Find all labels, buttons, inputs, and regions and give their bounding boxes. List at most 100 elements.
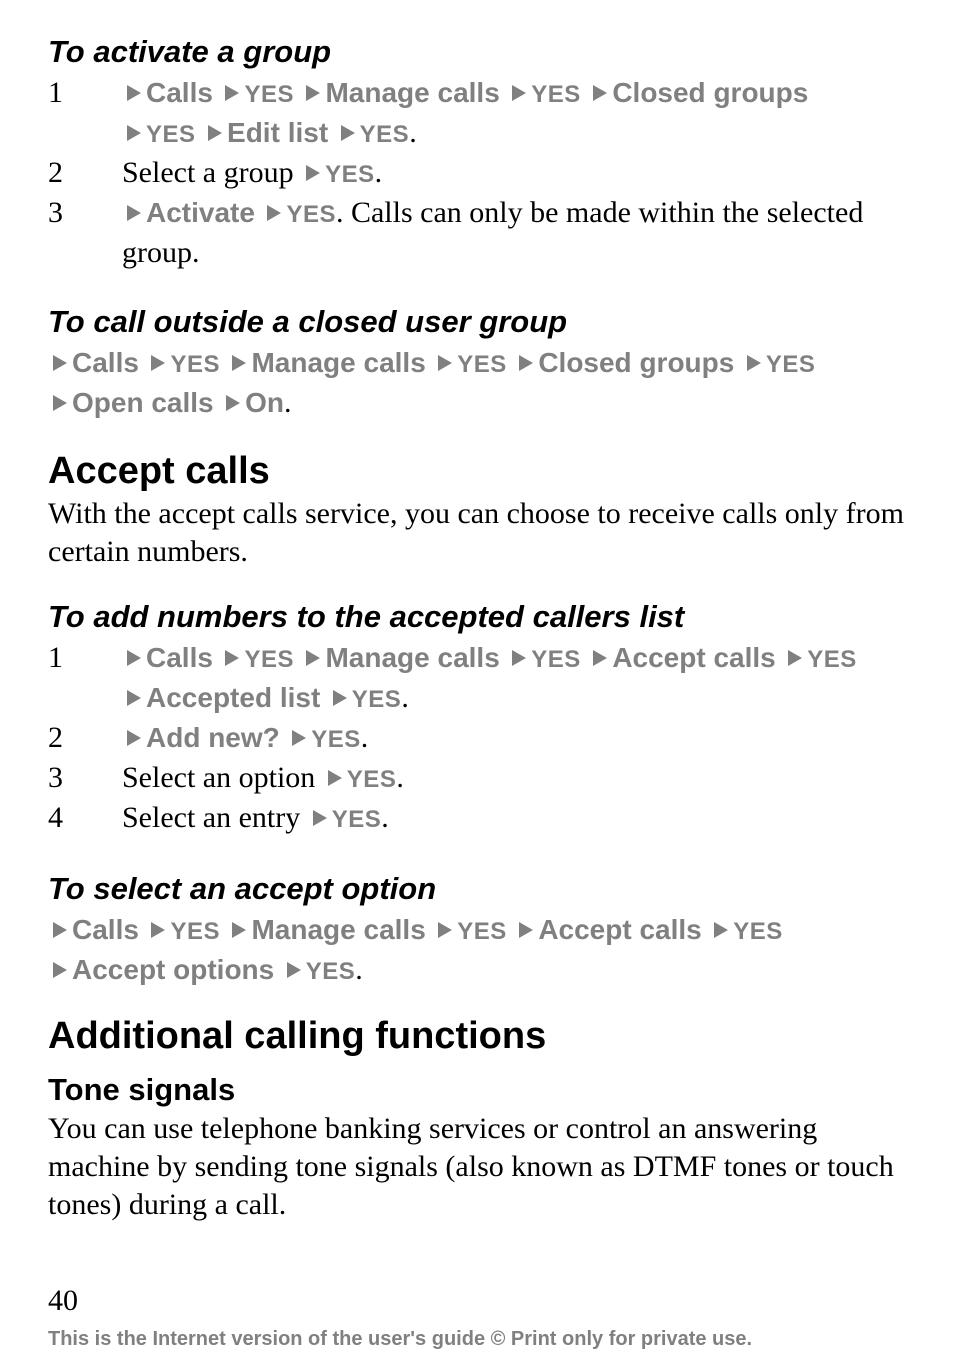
nav-label: Accept calls: [538, 914, 701, 945]
nav-yes: YES: [325, 161, 375, 188]
triangle-icon: [593, 650, 607, 666]
triangle-icon: [593, 85, 607, 101]
list-item: 4 Select an entry YES.: [48, 799, 914, 839]
heading-to-add-numbers: To add numbers to the accepted callers l…: [48, 599, 914, 635]
punct: .: [401, 681, 409, 714]
nav-yes: YES: [347, 766, 397, 793]
triangle-icon: [438, 355, 452, 371]
triangle-icon: [313, 810, 327, 826]
step-body: Add new? YES.: [122, 719, 914, 759]
triangle-icon: [512, 650, 526, 666]
nav-label: Calls: [72, 914, 139, 945]
nav-yes: YES: [352, 686, 402, 713]
nav-yes: YES: [531, 646, 581, 673]
triangle-icon: [151, 355, 165, 371]
nav-label: Calls: [146, 642, 213, 673]
punct: .: [355, 953, 363, 986]
triangle-icon: [53, 962, 67, 978]
punct: .: [375, 156, 383, 189]
nav-label: Closed groups: [612, 77, 808, 108]
nav-yes: YES: [766, 351, 816, 378]
punct: .: [284, 386, 292, 419]
triangle-icon: [306, 85, 320, 101]
step-number: 4: [48, 799, 122, 837]
triangle-icon: [287, 962, 301, 978]
activate-group-steps: 1 Calls YES Manage calls YES Closed grou…: [48, 74, 914, 272]
nav-yes: YES: [360, 121, 410, 148]
heading-tone-signals: Tone signals: [48, 1072, 914, 1108]
heading-to-select-accept-option: To select an accept option: [48, 871, 914, 907]
triangle-icon: [438, 922, 452, 938]
heading-accept-calls: Accept calls: [48, 450, 914, 493]
accept-calls-body: With the accept calls service, you can c…: [48, 495, 914, 571]
triangle-icon: [519, 355, 533, 371]
step-body: Calls YES Manage calls YES Closed groups…: [122, 74, 914, 154]
triangle-icon: [127, 125, 141, 141]
step-number: 2: [48, 154, 122, 192]
nav-label: Manage calls: [251, 347, 425, 378]
nav-label: Add new?: [146, 722, 280, 753]
step-number: 3: [48, 759, 122, 797]
triangle-icon: [341, 125, 355, 141]
triangle-icon: [306, 165, 320, 181]
triangle-icon: [788, 650, 802, 666]
step-body: Select an entry YES.: [122, 799, 914, 839]
punct: .: [361, 721, 369, 754]
nav-yes: YES: [457, 918, 507, 945]
triangle-icon: [127, 205, 141, 221]
footer-text: This is the Internet version of the user…: [48, 1328, 914, 1351]
step-text: Select an option: [122, 761, 323, 794]
punct: .: [409, 116, 417, 149]
punct: .: [381, 801, 389, 834]
triangle-icon: [267, 205, 281, 221]
triangle-icon: [208, 125, 222, 141]
nav-label: Calls: [72, 347, 139, 378]
nav-label: Edit list: [227, 117, 328, 148]
step-body: Select a group YES.: [122, 154, 914, 194]
nav-label: Closed groups: [538, 347, 734, 378]
triangle-icon: [232, 355, 246, 371]
nav-yes: YES: [286, 201, 336, 228]
triangle-icon: [225, 650, 239, 666]
nav-yes: YES: [733, 918, 783, 945]
step-body: Select an option YES.: [122, 759, 914, 799]
step-number: 3: [48, 194, 122, 232]
tone-signals-body: You can use telephone banking services o…: [48, 1110, 914, 1224]
nav-yes: YES: [170, 918, 220, 945]
nav-yes: YES: [531, 81, 581, 108]
nav-yes: YES: [807, 646, 857, 673]
nav-label: Open calls: [72, 387, 214, 418]
list-item: 3 Select an option YES.: [48, 759, 914, 799]
step-number: 2: [48, 719, 122, 757]
triangle-icon: [328, 770, 342, 786]
triangle-icon: [127, 650, 141, 666]
nav-yes: YES: [244, 81, 294, 108]
list-item: 2 Select a group YES.: [48, 154, 914, 194]
step-text: Select a group: [122, 156, 301, 189]
triangle-icon: [747, 355, 761, 371]
step-body: Activate YES. Calls can only be made wit…: [122, 194, 914, 272]
step-body: Calls YES Manage calls YES Accept calls …: [122, 639, 914, 719]
triangle-icon: [292, 730, 306, 746]
nav-yes: YES: [146, 121, 196, 148]
nav-label: Accept options: [72, 954, 274, 985]
nav-path: Calls YES Manage calls YES Closed groups…: [48, 344, 914, 422]
triangle-icon: [225, 85, 239, 101]
page-number: 40: [48, 1284, 914, 1318]
step-text: Select an entry: [122, 801, 308, 834]
triangle-icon: [714, 922, 728, 938]
triangle-icon: [53, 395, 67, 411]
nav-yes: YES: [311, 726, 361, 753]
triangle-icon: [306, 650, 320, 666]
nav-yes: YES: [170, 351, 220, 378]
nav-label: Activate: [146, 197, 255, 228]
list-item: 1 Calls YES Manage calls YES Accept call…: [48, 639, 914, 719]
triangle-icon: [127, 85, 141, 101]
triangle-icon: [53, 355, 67, 371]
nav-yes: YES: [306, 958, 356, 985]
triangle-icon: [512, 85, 526, 101]
nav-label: Accept calls: [612, 642, 775, 673]
step-number: 1: [48, 74, 122, 112]
nav-label: Manage calls: [325, 642, 499, 673]
nav-label: On: [245, 387, 284, 418]
